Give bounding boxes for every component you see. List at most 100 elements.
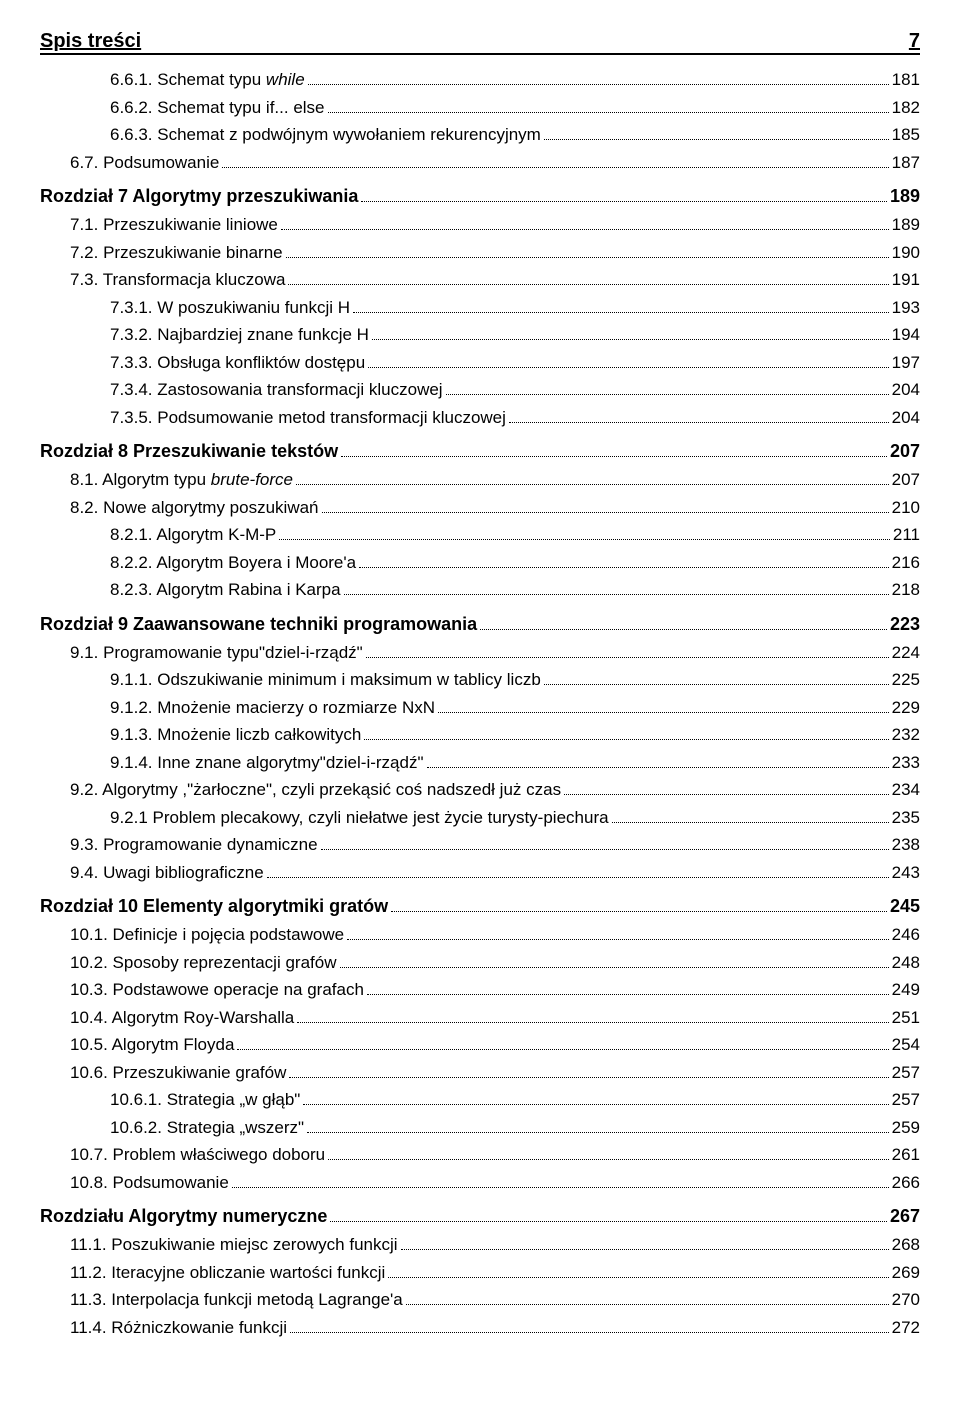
toc-leader xyxy=(286,241,889,257)
toc-entry-label: 10.5. Algorytm Floyda xyxy=(70,1032,234,1058)
toc-leader xyxy=(296,469,889,485)
toc-entry: 9.2. Algorytmy ,"żarłoczne", czyli przek… xyxy=(40,777,920,803)
toc-entry-label: 6.7. Podsumowanie xyxy=(70,150,219,176)
toc-entry-label: 11.2. Iteracyjne obliczanie wartości fun… xyxy=(70,1260,385,1286)
toc-leader xyxy=(427,751,889,767)
toc-entry: Rozdział 7 Algorytmy przeszukiwania189 xyxy=(40,183,920,210)
toc-entry: 6.7. Podsumowanie 187 xyxy=(40,150,920,176)
toc-entry: 11.1. Poszukiwanie miejsc zerowych funkc… xyxy=(40,1232,920,1258)
toc-leader xyxy=(279,524,890,540)
toc-leader xyxy=(367,979,889,995)
toc-entry-label: 7.3.4. Zastosowania transformacji kluczo… xyxy=(110,377,443,403)
toc-leader xyxy=(368,351,888,367)
toc-entry-page: 267 xyxy=(890,1203,920,1230)
toc-entry-page: 235 xyxy=(892,805,920,831)
toc-leader xyxy=(446,379,889,395)
toc-entry: 6.6.3. Schemat z podwójnym wywołaniem re… xyxy=(40,122,920,148)
toc-entry: 10.2. Sposoby reprezentacji grafów248 xyxy=(40,950,920,976)
toc-leader xyxy=(544,669,889,685)
toc-entry-label: 10.7. Problem właściwego doboru xyxy=(70,1142,325,1168)
toc-leader xyxy=(564,779,889,795)
toc-entry: 11.3. Interpolacja funkcji metodą Lagran… xyxy=(40,1287,920,1313)
toc-entry-label: Rozdziału Algorytmy numeryczne xyxy=(40,1203,327,1230)
toc-entry-label: 7.3. Transformacja kluczowa xyxy=(70,267,285,293)
toc-body: 6.6.1. Schemat typu while1816.6.2. Schem… xyxy=(40,67,920,1340)
toc-entry: 8.1. Algorytm typu brute-force207 xyxy=(40,467,920,493)
toc-entry-page: 185 xyxy=(892,122,920,148)
toc-leader xyxy=(297,1006,888,1022)
toc-entry-label: 10.2. Sposoby reprezentacji grafów xyxy=(70,950,337,976)
toc-entry: 9.1. Programowanie typu"dziel-i-rządź" 2… xyxy=(40,640,920,666)
toc-entry-page: 189 xyxy=(892,212,920,238)
toc-entry: 9.1.2. Mnożenie macierzy o rozmiarze NxN… xyxy=(40,695,920,721)
toc-entry: 7.3.2. Najbardziej znane funkcje H194 xyxy=(40,322,920,348)
toc-entry-label: 7.3.3. Obsługa konfliktów dostępu xyxy=(110,350,365,376)
toc-entry: 10.6.2. Strategia „wszerz"259 xyxy=(40,1115,920,1141)
toc-entry: 9.1.4. Inne znane algorytmy"dziel-i-rząd… xyxy=(40,750,920,776)
toc-leader xyxy=(237,1034,888,1050)
toc-leader xyxy=(267,861,889,877)
toc-title: Spis treści xyxy=(40,30,141,53)
toc-leader xyxy=(612,806,889,822)
toc-leader xyxy=(308,69,889,85)
toc-entry: 7.2. Przeszukiwanie binarne190 xyxy=(40,240,920,266)
toc-entry: 10.1. Definicje i pojęcia podstawowe246 xyxy=(40,922,920,948)
toc-entry-page: 269 xyxy=(892,1260,920,1286)
toc-leader xyxy=(290,1316,889,1332)
toc-entry-label: 8.2.3. Algorytm Rabina i Karpa xyxy=(110,577,341,603)
toc-entry-label: Rozdział 7 Algorytmy przeszukiwania xyxy=(40,183,358,210)
toc-entry-page: 234 xyxy=(892,777,920,803)
toc-entry: 8.2.2. Algorytm Boyera i Moore'a216 xyxy=(40,550,920,576)
toc-entry-page: 211 xyxy=(893,522,920,548)
toc-leader xyxy=(388,1261,888,1277)
toc-entry-label: Rozdział 10 Elementy algorytmiki gratów xyxy=(40,893,388,920)
toc-entry-page: 204 xyxy=(892,377,920,403)
toc-entry-label: 9.4. Uwagi bibliograficzne xyxy=(70,860,264,886)
toc-leader xyxy=(353,296,889,312)
toc-leader xyxy=(406,1289,889,1305)
toc-entry: 10.6.1. Strategia „w głąb"257 xyxy=(40,1087,920,1113)
toc-entry-page: 197 xyxy=(892,350,920,376)
toc-entry-page: 190 xyxy=(892,240,920,266)
toc-entry-page: 268 xyxy=(892,1232,920,1258)
toc-entry-page: 246 xyxy=(892,922,920,948)
toc-leader xyxy=(361,186,887,202)
toc-entry-label: 7.3.1. W poszukiwaniu funkcji H xyxy=(110,295,350,321)
toc-entry: 8.2.1. Algorytm K-M-P211 xyxy=(40,522,920,548)
toc-entry-label: 10.6.1. Strategia „w głąb" xyxy=(110,1087,300,1113)
toc-entry-page: 245 xyxy=(890,893,920,920)
toc-entry-label: 9.2. Algorytmy ,"żarłoczne", czyli przek… xyxy=(70,777,561,803)
toc-leader xyxy=(288,269,888,285)
toc-entry-page: 223 xyxy=(890,611,920,638)
toc-entry-page: 238 xyxy=(892,832,920,858)
toc-entry-label: 8.1. Algorytm typu brute-force xyxy=(70,467,293,493)
toc-leader xyxy=(328,96,889,112)
toc-leader xyxy=(359,551,889,567)
toc-entry-label: Rozdział 8 Przeszukiwanie tekstów xyxy=(40,438,338,465)
toc-entry: 9.1.1. Odszukiwanie minimum i maksimum w… xyxy=(40,667,920,693)
toc-leader xyxy=(509,406,889,422)
toc-leader xyxy=(330,1206,887,1222)
toc-leader xyxy=(289,1061,888,1077)
toc-entry-label: 9.1.2. Mnożenie macierzy o rozmiarze NxN xyxy=(110,695,435,721)
toc-entry-page: 225 xyxy=(892,667,920,693)
header-page-number: 7 xyxy=(909,30,920,53)
toc-entry-page: 249 xyxy=(892,977,920,1003)
toc-entry-page: 207 xyxy=(890,438,920,465)
toc-entry-page: 187 xyxy=(892,150,920,176)
toc-entry-label: 9.2.1 Problem plecakowy, czyli niełatwe … xyxy=(110,805,609,831)
toc-entry-label: 10.6. Przeszukiwanie grafów xyxy=(70,1060,286,1086)
toc-leader xyxy=(347,924,889,940)
toc-entry-page: 182 xyxy=(892,95,920,121)
toc-entry: 7.3.3. Obsługa konfliktów dostępu 197 xyxy=(40,350,920,376)
toc-entry-page: 259 xyxy=(892,1115,920,1141)
page-header: Spis treści 7 xyxy=(40,30,920,55)
toc-entry-page: 210 xyxy=(892,495,920,521)
toc-entry-page: 232 xyxy=(892,722,920,748)
toc-leader xyxy=(340,951,889,967)
toc-entry: 11.2. Iteracyjne obliczanie wartości fun… xyxy=(40,1260,920,1286)
toc-entry-page: 194 xyxy=(892,322,920,348)
toc-leader xyxy=(438,696,889,712)
toc-entry-page: 224 xyxy=(892,640,920,666)
toc-entry-label: 8.2. Nowe algorytmy poszukiwań xyxy=(70,495,319,521)
